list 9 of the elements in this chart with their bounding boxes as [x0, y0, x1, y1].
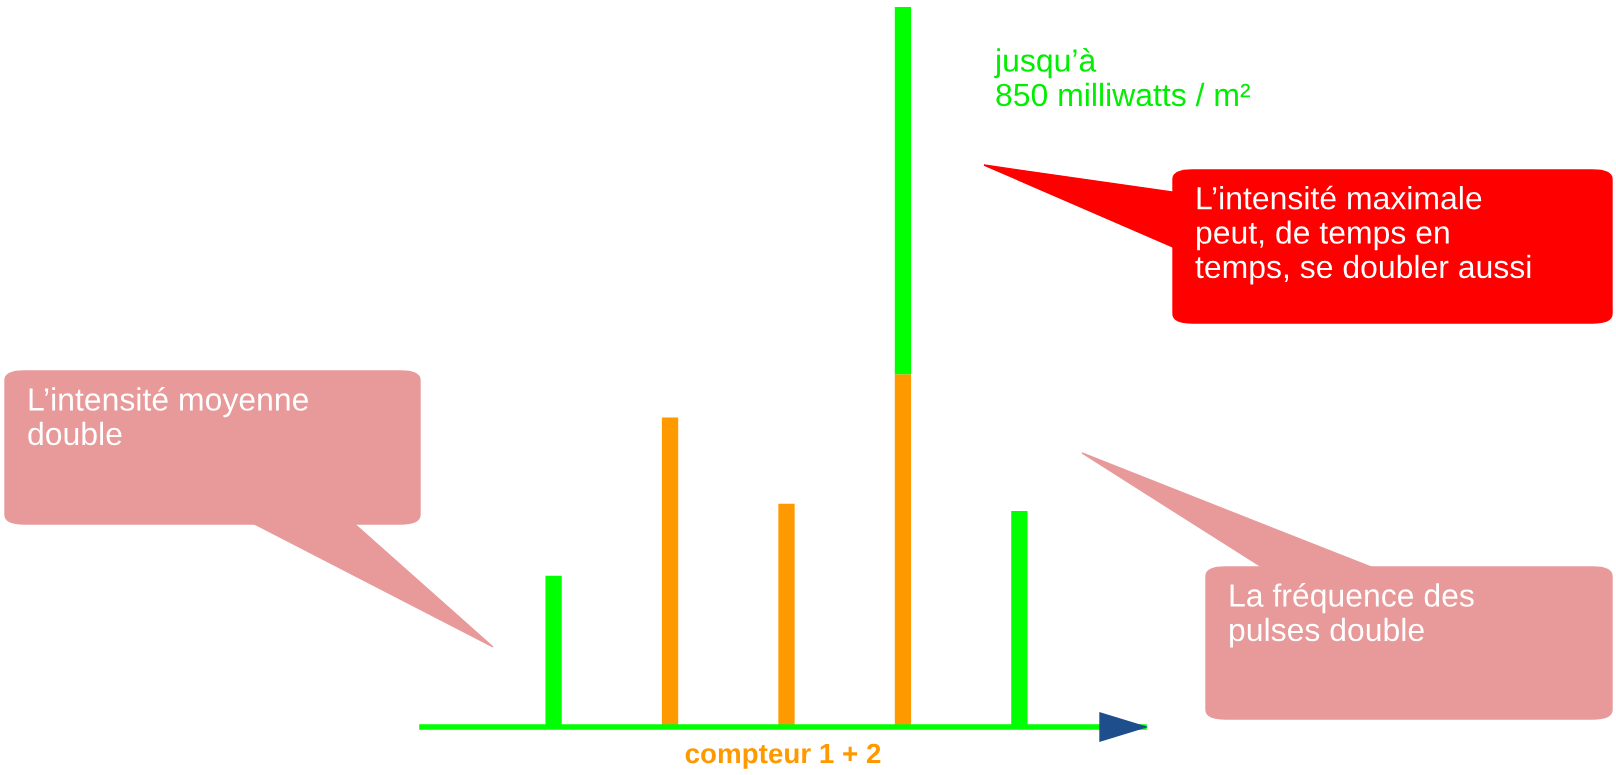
bar: [894, 7, 912, 375]
bar: [894, 374, 912, 727]
text: L’intensité maximale peut, de temps en temps, se doubler aussi: [1195, 185, 1531, 285]
text: L’intensité moyenne double: [28, 387, 308, 446]
annotation: jusqu’à 850 milliwatts / m²: [994, 48, 1250, 107]
x-axis-title: compteur 1 + 2: [685, 743, 881, 769]
bar: [778, 503, 795, 727]
text: La fréquence des pulses double: [1230, 583, 1474, 648]
bar: [661, 417, 679, 727]
